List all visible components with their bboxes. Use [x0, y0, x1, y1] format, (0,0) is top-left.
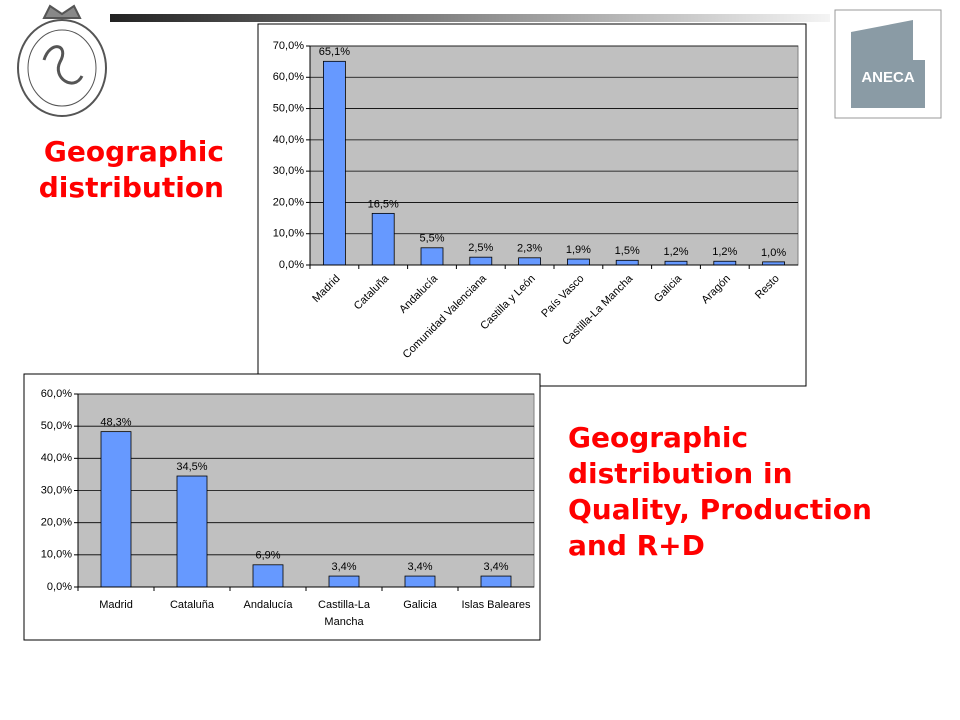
value-label: 2,3% — [517, 243, 542, 255]
y-tick-label: 0,0% — [279, 259, 304, 271]
y-tick-label: 60,0% — [273, 71, 304, 83]
value-label: 1,2% — [663, 246, 688, 258]
bar — [176, 475, 208, 588]
value-label: 34,5% — [176, 461, 207, 473]
bar — [664, 260, 688, 266]
x-tick-label: Madrid — [99, 599, 133, 611]
y-tick-label: 40,0% — [273, 134, 304, 146]
bar — [480, 575, 512, 588]
bar — [404, 575, 436, 588]
value-label: 6,9% — [255, 550, 280, 562]
value-label: 3,4% — [483, 561, 508, 573]
value-label: 48,3% — [100, 417, 131, 429]
logo-text: ANECA — [861, 69, 915, 86]
value-label: 16,5% — [368, 198, 399, 210]
crest-logo — [17, 4, 107, 117]
y-tick-label: 50,0% — [41, 420, 72, 432]
bar — [100, 431, 132, 588]
x-tick-label: Islas Baleares — [461, 599, 531, 611]
y-tick-label: 10,0% — [41, 549, 72, 561]
x-tick-label: Castilla-La Mancha — [318, 599, 370, 628]
x-tick-label-box: Castilla-La Mancha — [318, 599, 370, 628]
chart-title: Geographic distribution — [38, 135, 224, 204]
value-label: 1,5% — [615, 245, 640, 257]
y-tick-label: 30,0% — [273, 165, 304, 177]
x-tick-label-box: Madrid — [99, 599, 133, 611]
y-tick-label: 0,0% — [47, 581, 72, 593]
aneca-shape — [851, 20, 925, 108]
y-tick-label: 40,0% — [41, 452, 72, 464]
bar — [252, 564, 284, 588]
x-tick-label: Cataluña — [169, 599, 215, 611]
y-tick-label: 70,0% — [273, 40, 304, 52]
header-bar — [110, 14, 830, 22]
bar — [420, 247, 444, 266]
x-tick-label: Galicia — [403, 599, 437, 611]
y-tick-label: 20,0% — [273, 196, 304, 208]
bar — [371, 212, 395, 266]
value-label: 2,5% — [468, 242, 493, 254]
value-label: 1,0% — [761, 247, 786, 259]
bar — [469, 256, 493, 266]
value-label: 65,1% — [319, 46, 350, 58]
value-label: 5,5% — [419, 233, 444, 245]
bar — [328, 575, 360, 588]
value-label: 1,9% — [566, 244, 591, 256]
bar — [322, 60, 346, 266]
y-tick-label: 60,0% — [41, 388, 72, 400]
x-tick-label: Andalucía — [243, 599, 293, 611]
bar — [518, 257, 541, 266]
bar — [615, 259, 639, 266]
value-label: 3,4% — [407, 561, 432, 573]
x-tick-label-box: Cataluña — [169, 599, 215, 611]
x-tick-label-box: Galicia — [403, 599, 437, 611]
bar — [567, 258, 590, 266]
y-tick-label: 30,0% — [41, 484, 72, 496]
value-label: 1,2% — [712, 246, 737, 258]
y-tick-label: 20,0% — [41, 517, 72, 529]
bar — [713, 260, 737, 266]
x-tick-label-box: Islas Baleares — [461, 599, 531, 611]
chart-title: Geographic distribution in Quality, Prod… — [568, 421, 872, 562]
y-tick-label: 10,0% — [273, 228, 304, 240]
x-tick-label-box: Andalucía — [243, 599, 293, 611]
y-tick-label: 50,0% — [273, 102, 304, 114]
value-label: 3,4% — [331, 561, 356, 573]
